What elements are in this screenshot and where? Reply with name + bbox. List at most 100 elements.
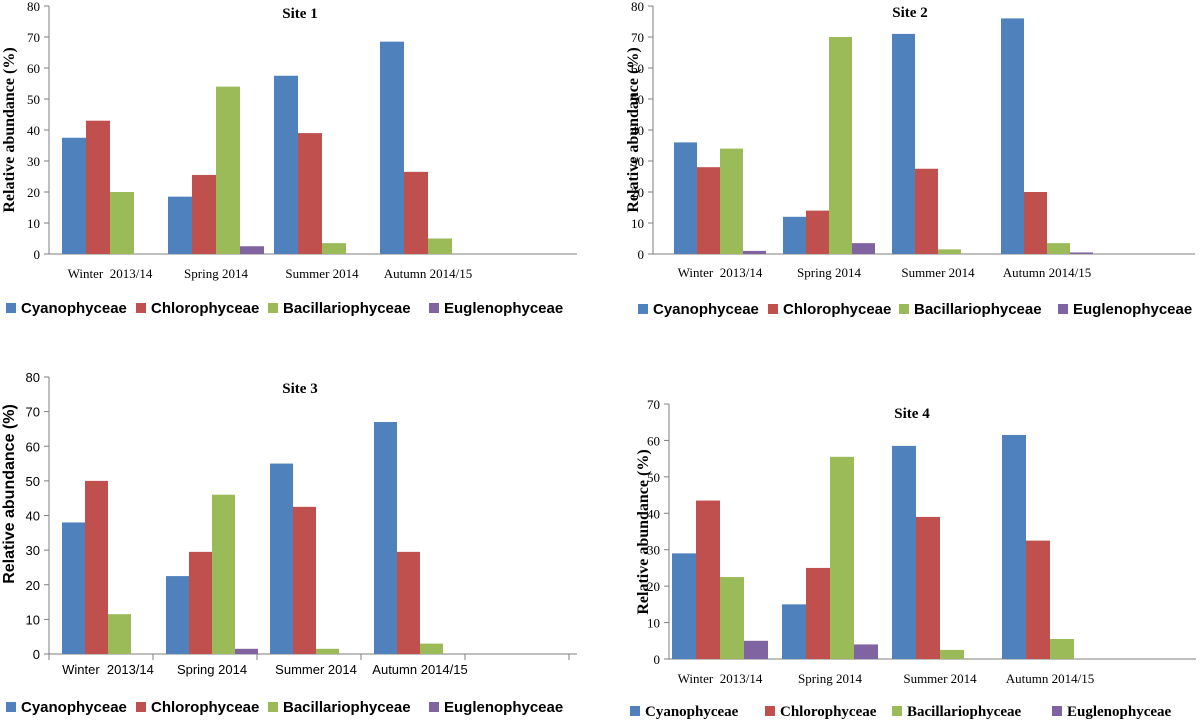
y-tick-label: 20 [647, 579, 660, 594]
y-tick-label: 50 [631, 92, 644, 107]
bar-bacillariophyceae-3 [322, 243, 346, 254]
bar-bacillariophyceae-4 [428, 238, 452, 254]
bar-bacillariophyceae-1 [108, 614, 131, 654]
bar-cyanophyceae-1 [62, 137, 86, 254]
bar-chlorophyceae-2 [189, 551, 212, 654]
y-tick-label: 0 [33, 647, 40, 662]
bar-chlorophyceae-3 [298, 133, 322, 254]
bar-bacillariophyceae-4 [1047, 243, 1070, 254]
y-tick-label: 70 [27, 30, 40, 45]
x-tick-label: Autumn 2014/15 [1006, 671, 1094, 686]
legend-swatch [429, 702, 439, 712]
y-tick-label: 60 [27, 61, 40, 76]
bar-cyanophyceae-3 [270, 463, 293, 654]
x-tick-label: Summer 2014 [901, 265, 975, 280]
y-axis-label: Relative abundance (%) [1, 404, 18, 584]
y-tick-label: 0 [638, 247, 645, 262]
bar-cyanophyceae-3 [274, 75, 298, 254]
bar-chlorophyceae-1 [696, 500, 720, 659]
bar-cyanophyceae-3 [892, 445, 916, 659]
bar-cyanophyceae-4 [1002, 434, 1026, 659]
bar-cyanophyceae-3 [892, 33, 915, 255]
y-tick-label: 70 [631, 30, 644, 45]
legend-swatch [638, 304, 648, 314]
bar-euglenophyceae-2 [235, 648, 258, 654]
legend-label: Bacillariophyceae [283, 699, 411, 716]
bar-euglenophyceae-4 [1070, 252, 1093, 254]
legend-swatch [768, 304, 778, 314]
legend: Cyanophyceae Chlorophyceae Bacillariophyce… [638, 301, 1192, 318]
legend-label: Bacillariophyceae [907, 704, 1021, 720]
legend-swatch [899, 304, 909, 314]
chart-site-4: 0 10 20 30 40 50 60 70 Winter 2013/14 Spring 2014… [630, 397, 1196, 720]
y-tick-label: 50 [26, 474, 40, 489]
y-tick-label: 20 [26, 578, 40, 593]
y-tick-label: 80 [27, 0, 40, 14]
y-tick-label: 40 [647, 506, 660, 521]
y-tick-label: 60 [631, 61, 644, 76]
bar-chlorophyceae-1 [85, 480, 108, 654]
chart-site-3: 0 10 20 30 40 50 60 70 80 Winter 2013/14 Spring 20… [1, 370, 577, 716]
bar-chlorophyceae-4 [1026, 540, 1050, 659]
bar-chlorophyceae-3 [916, 516, 940, 659]
chart-site-1: 0 10 20 30 40 50 60 70 80 Winter 2013/14 Spring 20… [1, 0, 577, 317]
bar-euglenophyceae-2 [854, 644, 878, 659]
y-axis-label: Relative abundance (%) [1, 47, 18, 212]
x-tick-label: Summer 2014 [285, 266, 359, 281]
legend-swatch [630, 706, 640, 716]
y-tick-label: 80 [26, 370, 40, 385]
legend-label: Cyanophyceae [645, 704, 739, 720]
bar-cyanophyceae-1 [62, 522, 85, 654]
chart-site-2: 0 10 20 30 40 50 60 70 80 Winter 2013/14 Spring 20… [625, 0, 1195, 318]
x-tick-label: Autumn 2014/15 [372, 662, 467, 677]
y-tick-label: 70 [26, 405, 40, 420]
legend-label: Bacillariophyceae [914, 301, 1042, 318]
y-tick-label: 10 [27, 216, 40, 231]
bar-chlorophyceae-1 [86, 120, 110, 254]
bar-chlorophyceae-4 [1024, 192, 1047, 254]
bar-cyanophyceae-2 [168, 196, 192, 254]
legend-label: Chlorophyceae [151, 300, 259, 317]
bar-bacillariophyceae-3 [938, 249, 961, 254]
y-axis-label: Relative abundance (%) [625, 47, 642, 212]
bar-bacillariophyceae-1 [720, 577, 744, 659]
bar-bacillariophyceae-4 [420, 643, 443, 654]
x-tick-label: Winter 2013/14 [678, 671, 763, 686]
bar-bacillariophyceae-3 [316, 648, 339, 654]
legend: Cyanophyceae Chlorophyceae Bacillariophyce… [6, 300, 563, 317]
bar-euglenophyceae-2 [852, 243, 875, 254]
legend-label: Euglenophyceae [1067, 704, 1172, 720]
legend-label: Chlorophyceae [783, 301, 891, 318]
legend-swatch [892, 706, 902, 716]
bar-chlorophyceae-4 [404, 171, 428, 254]
bar-euglenophyceae-2 [240, 246, 264, 254]
legend-swatch [136, 702, 146, 712]
legend-label: Chlorophyceae [151, 699, 259, 716]
bar-bacillariophyceae-1 [110, 192, 134, 254]
bar-bacillariophyceae-2 [830, 456, 854, 659]
bar-cyanophyceae-2 [783, 216, 806, 254]
bar-bacillariophyceae-2 [212, 494, 235, 654]
legend-label: Cyanophyceae [21, 699, 127, 716]
y-tick-label: 60 [26, 439, 40, 454]
legend-swatch [765, 706, 775, 716]
x-tick-label: Spring 2014 [177, 662, 247, 677]
bar-chlorophyceae-3 [293, 506, 316, 654]
x-tick-label: Winter 2013/14 [62, 662, 154, 677]
y-tick-label: 10 [647, 616, 660, 631]
bar-cyanophyceae-1 [674, 142, 697, 254]
bar-chlorophyceae-4 [397, 551, 420, 654]
legend-label: Bacillariophyceae [283, 300, 411, 317]
legend: Cyanophyceae Chlorophyceae Bacillariophyce… [630, 704, 1172, 720]
legend-label: Chlorophyceae [780, 704, 877, 720]
bar-cyanophyceae-4 [380, 41, 404, 255]
y-tick-label: 30 [27, 154, 40, 169]
y-tick-label: 50 [647, 470, 660, 485]
bar-cyanophyceae-4 [1001, 18, 1024, 255]
legend-swatch [1058, 304, 1068, 314]
x-tick-label: Spring 2014 [798, 671, 862, 686]
y-tick-label: 40 [27, 123, 40, 138]
x-tick-label: Winter 2013/14 [68, 266, 153, 281]
chart-title: Site 4 [894, 406, 930, 422]
legend-swatch [6, 303, 16, 313]
